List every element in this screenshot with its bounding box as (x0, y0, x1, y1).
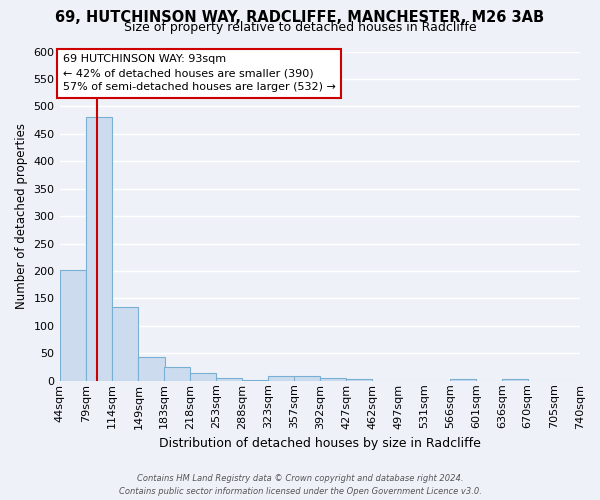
Bar (346, 378, 372, 381)
Bar (502, 379, 529, 381)
Text: 69 HUTCHINSON WAY: 93sqm
← 42% of detached houses are smaller (390)
57% of semi-: 69 HUTCHINSON WAY: 93sqm ← 42% of detach… (63, 54, 336, 92)
Bar (164, 367, 190, 381)
Bar (139, 357, 164, 381)
X-axis label: Distribution of detached houses by size in Radcliffe: Distribution of detached houses by size … (159, 437, 481, 450)
Bar (86, 118, 112, 381)
Bar (242, 380, 268, 381)
Bar (60, 270, 86, 381)
Bar (320, 378, 346, 381)
Bar (112, 306, 139, 381)
Bar (216, 378, 242, 381)
Bar (268, 376, 295, 381)
Text: 69, HUTCHINSON WAY, RADCLIFFE, MANCHESTER, M26 3AB: 69, HUTCHINSON WAY, RADCLIFFE, MANCHESTE… (55, 10, 545, 25)
Text: Contains HM Land Registry data © Crown copyright and database right 2024.
Contai: Contains HM Land Registry data © Crown c… (119, 474, 481, 496)
Y-axis label: Number of detached properties: Number of detached properties (15, 123, 28, 309)
Bar (294, 376, 320, 381)
Bar (190, 372, 216, 381)
Text: Size of property relative to detached houses in Radcliffe: Size of property relative to detached ho… (124, 22, 476, 35)
Bar (450, 379, 476, 381)
